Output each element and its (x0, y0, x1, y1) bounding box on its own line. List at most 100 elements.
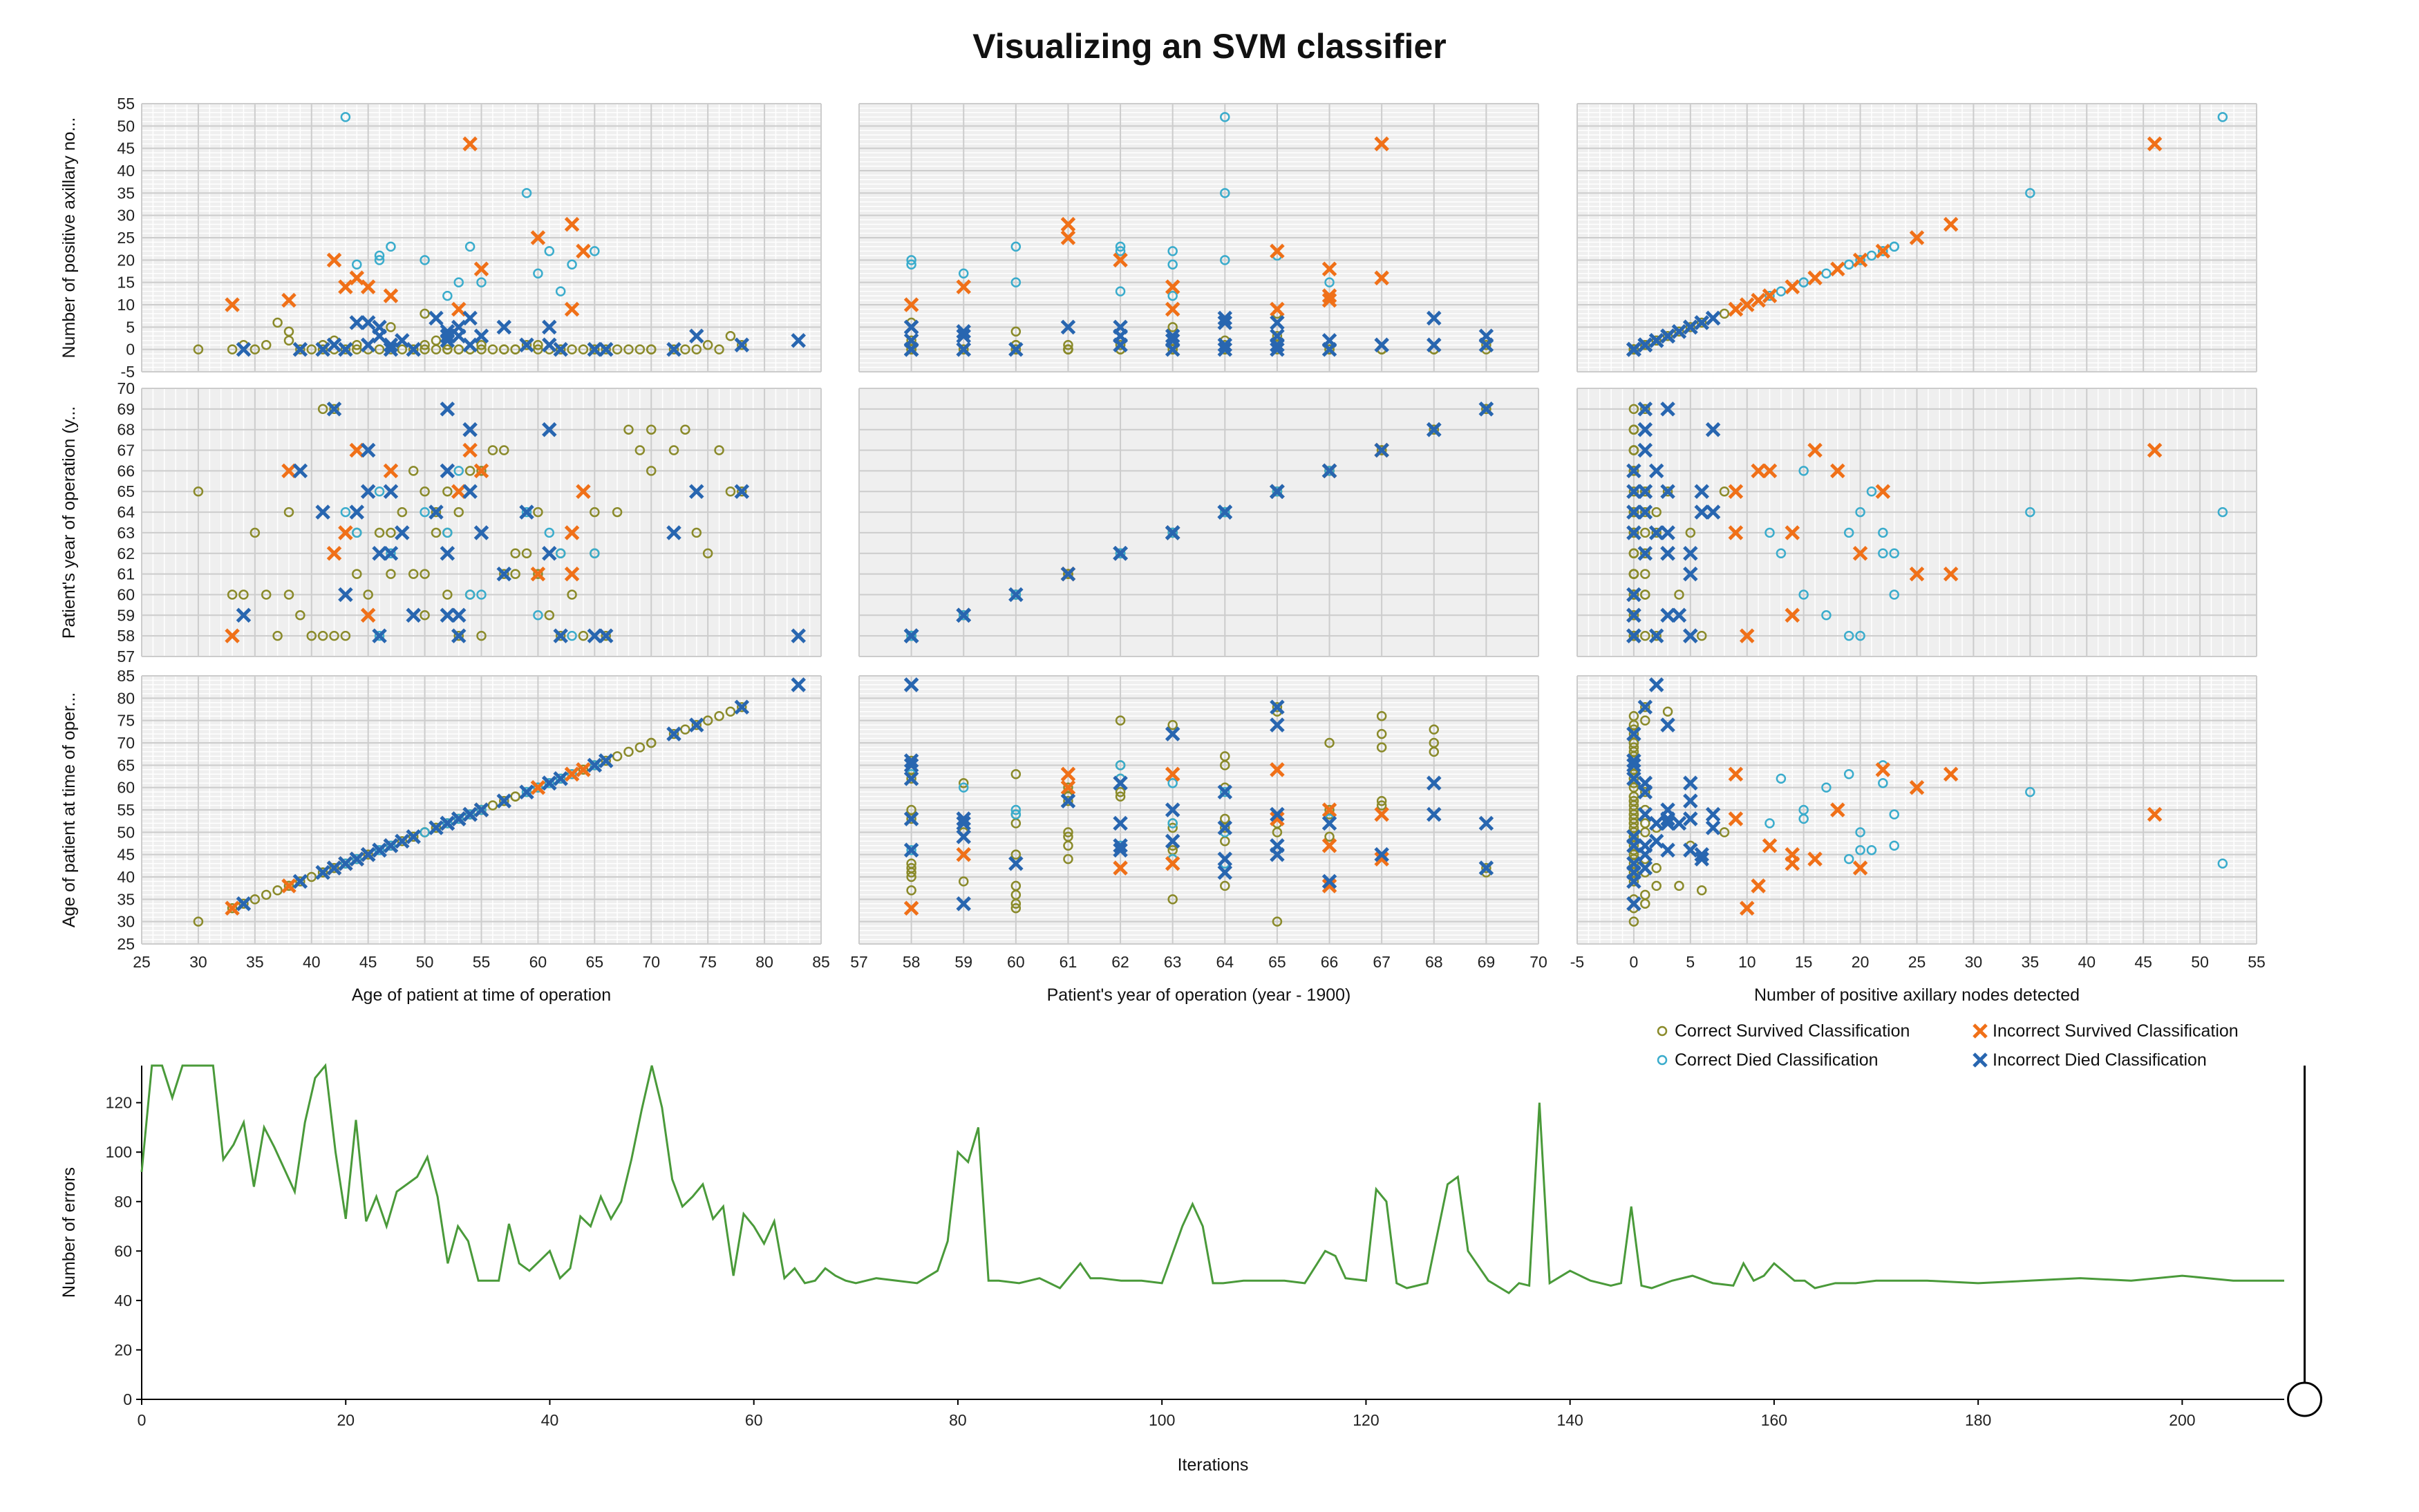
data-point-incorrect_survived (1113, 252, 1128, 268)
data-point-incorrect_died (383, 484, 399, 499)
y-tick-label: 60 (117, 779, 135, 797)
data-point-correct_survived (1272, 916, 1283, 927)
x-tick-label: 120 (1353, 1411, 1379, 1429)
data-point-incorrect_died (462, 310, 478, 326)
data-point-correct_survived (680, 724, 690, 735)
data-point-incorrect_survived (1165, 856, 1180, 871)
data-point-incorrect_died (496, 793, 512, 809)
data-point-correct_survived (499, 445, 509, 455)
y-tick-label: 60 (114, 1242, 132, 1260)
data-point-correct_survived (1640, 889, 1650, 900)
y-tick-label: 15 (117, 274, 135, 292)
data-point-incorrect_died (1374, 847, 1389, 862)
data-point-incorrect_died (1217, 820, 1233, 835)
data-point-correct_died (1115, 548, 1126, 559)
error-series-line (140, 1063, 2284, 1295)
data-point-incorrect_died (1626, 726, 1641, 741)
data-point-correct_survived (702, 715, 713, 726)
data-point-incorrect_died (236, 341, 252, 357)
data-point-correct_survived (453, 344, 464, 355)
x-tick-label: 50 (2191, 953, 2209, 971)
iteration-slider-handle[interactable] (2287, 1381, 2323, 1417)
legend-item-correct_died[interactable]: Correct Died Classification (1657, 1050, 1879, 1070)
data-point-correct_died (1855, 255, 1865, 265)
data-point-correct_died (442, 290, 453, 301)
data-point-correct_died (1843, 527, 1854, 538)
data-point-incorrect_died (519, 784, 534, 800)
data-point-incorrect_died (473, 328, 489, 344)
data-point-incorrect_died (406, 607, 421, 623)
data-point-correct_survived (487, 800, 498, 811)
data-point-correct_survived (329, 404, 339, 415)
data-point-incorrect_died (338, 341, 353, 357)
data-point-correct_survived (1674, 589, 1684, 600)
data-point-incorrect_died (1648, 833, 1664, 849)
data-point-incorrect_died (236, 607, 252, 623)
data-point-incorrect_died (1683, 566, 1698, 582)
data-point-incorrect_died (1648, 332, 1664, 348)
data-point-correct_survived (510, 791, 520, 802)
data-point-correct_died (386, 548, 396, 559)
data-point-incorrect_died (1270, 337, 1285, 352)
data-point-correct_died (1776, 773, 1787, 784)
legend-item-correct_survived[interactable]: Correct Survived Classification (1657, 1021, 1910, 1041)
data-point-incorrect_died (1683, 793, 1698, 809)
data-point-incorrect_died (440, 546, 455, 561)
data-point-incorrect_died (383, 546, 399, 561)
data-point-correct_survived (408, 831, 419, 842)
data-point-incorrect_died (1113, 842, 1128, 858)
data-point-correct_survived (691, 719, 702, 730)
data-point-correct_survived (533, 339, 543, 350)
data-point-incorrect_died (1113, 815, 1128, 831)
data-point-correct_survived (680, 424, 690, 435)
data-point-incorrect_died (903, 332, 919, 348)
x-tick-label: 140 (1556, 1411, 1583, 1429)
data-point-correct_died (374, 844, 385, 856)
data-point-correct_died (1798, 466, 1809, 476)
data-point-incorrect_died (598, 628, 614, 643)
data-point-correct_died (1220, 255, 1230, 265)
data-point-correct_died (533, 268, 543, 278)
data-point-correct_survived (521, 548, 532, 559)
data-point-correct_survived (476, 339, 487, 350)
data-point-incorrect_survived (1321, 802, 1337, 818)
data-point-incorrect_died (236, 896, 252, 911)
legend-cross-icon (1973, 1023, 1988, 1039)
legend-item-incorrect_survived[interactable]: Incorrect Survived Classification (1973, 1021, 2239, 1041)
data-point-correct_survived (1662, 331, 1673, 341)
data-point-correct_died (352, 853, 362, 864)
data-point-correct_died (453, 813, 464, 824)
legend-circle-icon (1657, 1055, 1668, 1066)
data-point-correct_survived (1010, 769, 1022, 779)
data-point-correct_survived (1272, 702, 1283, 712)
data-point-incorrect_survived (1875, 762, 1891, 777)
data-point-incorrect_survived (281, 878, 297, 894)
data-point-incorrect_died (406, 341, 421, 357)
data-point-correct_survived (1685, 527, 1696, 538)
data-point-incorrect_died (1427, 775, 1442, 791)
data-point-correct_survived (1010, 880, 1022, 891)
data-point-correct_died (1889, 548, 1899, 559)
data-point-incorrect_died (791, 677, 806, 692)
x-tick-label: 65 (586, 953, 604, 971)
x-axis-title-age: Age of patient at time of operation (352, 985, 611, 1005)
data-point-incorrect_died (1478, 328, 1494, 344)
data-point-incorrect_died (1637, 484, 1653, 499)
data-point-incorrect_died (1660, 815, 1675, 831)
data-point-incorrect_survived (1751, 463, 1766, 479)
data-point-correct_died (1167, 259, 1178, 270)
data-point-incorrect_survived (2147, 442, 2163, 458)
data-point-incorrect_survived (1852, 546, 1868, 561)
data-point-correct_survived (906, 804, 916, 815)
data-point-correct_survived (261, 339, 272, 350)
data-point-incorrect_died (1660, 525, 1675, 540)
data-point-incorrect_died (791, 332, 806, 348)
data-point-correct_survived (612, 344, 623, 355)
data-point-correct_died (1220, 507, 1230, 518)
data-point-incorrect_survived (1739, 900, 1755, 916)
legend-item-incorrect_died[interactable]: Incorrect Died Classification (1973, 1050, 2207, 1070)
data-point-incorrect_survived (564, 566, 580, 582)
data-point-incorrect_survived (1321, 288, 1337, 303)
data-point-correct_survived (1640, 404, 1650, 415)
data-point-correct_survived (1167, 822, 1178, 833)
